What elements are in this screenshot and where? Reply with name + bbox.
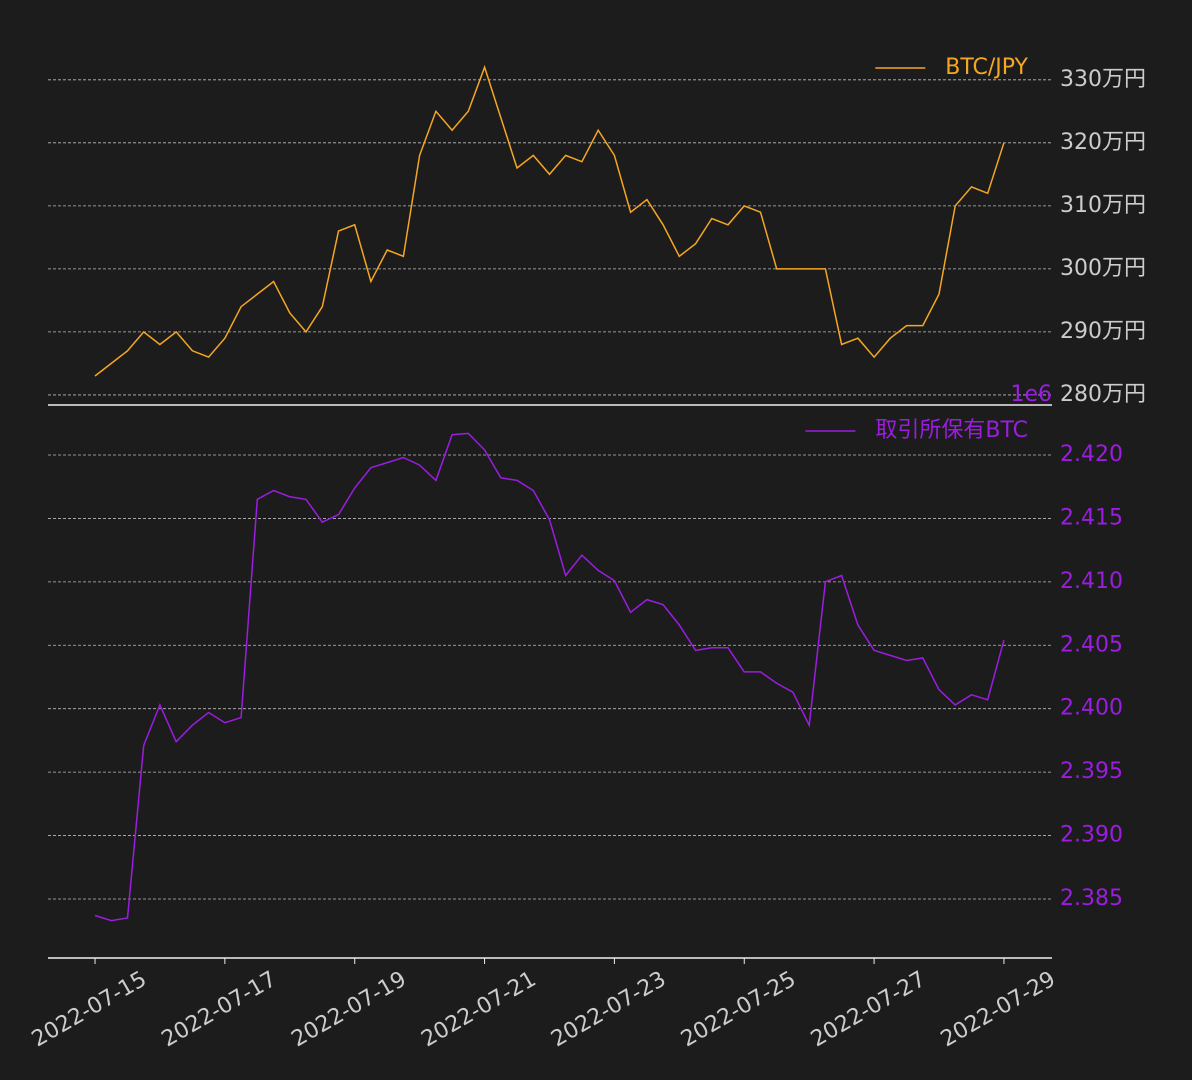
y-tick-label: 320万円 (1060, 130, 1146, 155)
legend-label: BTC/JPY (945, 55, 1028, 80)
y-tick-label: 2.420 (1060, 442, 1123, 467)
y-tick-label: 300万円 (1060, 256, 1146, 281)
y-tick-label: 290万円 (1060, 319, 1146, 344)
y-tick-label: 2.395 (1060, 759, 1123, 784)
y-tick-label: 280万円 (1060, 382, 1146, 407)
legend-label: 取引所保有BTC (875, 418, 1028, 443)
y-tick-label: 2.410 (1060, 569, 1123, 594)
y-tick-label: 2.400 (1060, 696, 1123, 721)
y-tick-label: 310万円 (1060, 193, 1146, 218)
y-tick-label: 2.405 (1060, 632, 1123, 657)
y-tick-label: 2.385 (1060, 886, 1123, 911)
series-line (94, 432, 1005, 922)
y-tick-label: 2.415 (1060, 505, 1123, 530)
y-tick-label: 330万円 (1060, 67, 1146, 92)
y-tick-label: 2.390 (1060, 823, 1123, 848)
offset-label: 1e6 (1010, 382, 1052, 407)
series-line (94, 64, 1005, 377)
